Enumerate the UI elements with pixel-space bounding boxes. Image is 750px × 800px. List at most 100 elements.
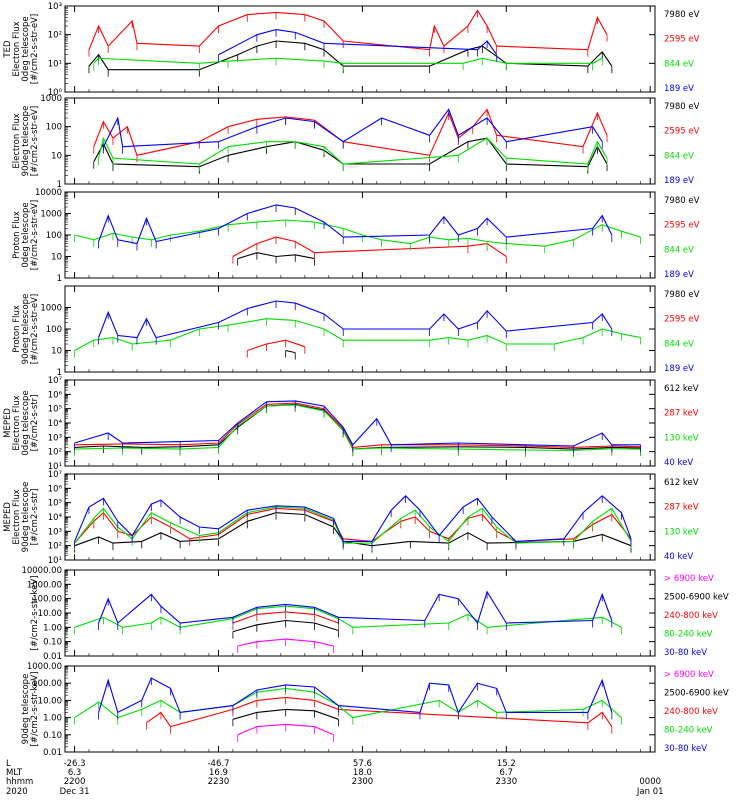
y-tick-label-meped-e-0: 10¹ xyxy=(48,462,62,472)
legend-entry-ted-p-0: 844 eV xyxy=(664,245,694,255)
y-axis-title-meped-e-0: [#/cm2-s-str] xyxy=(30,395,40,452)
y-tick-label-meped-e-0: 10² xyxy=(48,448,62,458)
series-line-mepp-90-4 xyxy=(98,677,613,714)
y-tick-label-ted-e-0: 10⁰ xyxy=(48,88,63,98)
y-tick-label-mepp-90: 0.01 xyxy=(43,748,62,758)
y-axis-title-ted-e-90: 90deg telescope xyxy=(21,106,31,177)
y-tick-label-ted-e-0: 10³ xyxy=(48,2,62,12)
y-axis-title-ted-e-0: [#/cm2-s-str-eV] xyxy=(30,14,40,84)
x-axis-row-value: 2230 xyxy=(208,777,230,787)
y-axis-title-meped-e-0: 0deg telescope xyxy=(21,390,31,455)
legend-entry-meped-e-90: 40 keV xyxy=(664,552,693,562)
x-axis-row-value: 2330 xyxy=(495,777,517,787)
legend-entry-ted-e-0: 7980 eV xyxy=(664,10,700,20)
x-axis-row-value: 6.7 xyxy=(500,768,514,778)
y-axis-title-ted-p-0: [#/cm2-s-str-eV] xyxy=(30,200,40,270)
series-line-meped-e-0-2 xyxy=(74,404,641,452)
x-axis-row-label: MLT xyxy=(6,768,23,778)
y-tick-label-meped-e-0: 10⁶ xyxy=(48,390,63,400)
y-tick-label-mepp-90: 0.10 xyxy=(43,731,62,741)
x-axis-row-value: 16.9 xyxy=(209,768,228,778)
series-line-ted-e-0-1 xyxy=(88,9,608,51)
legend-entry-ted-e-90: 7980 eV xyxy=(664,102,700,112)
legend-entry-ted-e-0: 2595 eV xyxy=(664,35,700,45)
x-axis-row-label: 2020 xyxy=(6,787,28,797)
series-line-ted-e-0-2 xyxy=(93,57,603,64)
legend-entry-meped-e-90: 287 keV xyxy=(664,503,699,513)
y-tick-label-meped-e-90: 10⁴ xyxy=(48,513,63,523)
legend-entry-meped-e-0: 612 keV xyxy=(664,384,699,394)
legend-entry-meped-e-90: 612 keV xyxy=(664,478,699,488)
legend-entry-mepp-0: 2500-6900 keV xyxy=(664,593,729,603)
y-axis-title-ted-e-0: 0deg telescope xyxy=(21,16,31,81)
y-tick-label-mepp-0: 10000.00 xyxy=(21,566,62,576)
panel-frame-ted-e-90 xyxy=(64,97,656,185)
legend-entry-meped-e-0: 130 keV xyxy=(664,433,699,443)
series-line-ted-e-90-0 xyxy=(93,137,608,168)
legend-entry-mepp-0: 240-800 keV xyxy=(664,611,718,621)
series-line-meped-e-90-1 xyxy=(74,507,632,544)
series-line-ted-p-0-3 xyxy=(98,204,613,245)
legend-entry-ted-p-90: 7980 eV xyxy=(664,290,700,300)
y-tick-label-mepp-0: 0.10 xyxy=(43,638,62,648)
panel-frame-mepp-90 xyxy=(64,665,656,753)
series-line-ted-p-90-0 xyxy=(285,349,296,354)
y-tick-label-meped-e-90: 10⁷ xyxy=(48,470,63,480)
x-axis-row-value: 57.6 xyxy=(353,759,372,769)
y-axis-title-ted-e-0: TED xyxy=(3,40,13,59)
legend-entry-meped-e-0: 40 keV xyxy=(664,458,693,468)
series-line-ted-e-0-0 xyxy=(88,40,613,71)
x-axis-row-value: 6.3 xyxy=(68,768,82,778)
x-axis-row-value: -46.7 xyxy=(207,759,229,769)
panel-frame-meped-e-0 xyxy=(64,379,656,467)
y-axis-title-meped-e-0: MEPED xyxy=(3,408,13,438)
y-tick-label-ted-p-90: 1000 xyxy=(40,304,62,314)
y-tick-label-mepp-90: 10.00 xyxy=(38,696,62,706)
y-tick-label-meped-e-0: 10⁵ xyxy=(48,405,62,415)
legend-entry-ted-e-90: 844 eV xyxy=(664,151,694,161)
y-axis-title-ted-p-90: [#/cm2-s-str-eV] xyxy=(30,294,40,364)
y-tick-label-mepp-0: 1000.00 xyxy=(27,580,62,590)
y-axis-title-mepp-0: [#/cm2-s-str-keV] xyxy=(30,576,40,651)
panel-frame-mepp-0 xyxy=(64,569,656,657)
y-axis-title-meped-e-90: MEPED xyxy=(3,502,13,532)
series-line-ted-p-0-2 xyxy=(74,219,641,247)
y-tick-label-mepp-90: 1000.00 xyxy=(27,662,62,672)
series-line-meped-e-0-1 xyxy=(74,402,641,448)
legend-entry-mepp-0: > 6900 keV xyxy=(664,574,714,584)
x-axis-row-value: 2300 xyxy=(352,777,374,787)
x-axis-row-value: 2200 xyxy=(64,777,86,787)
y-tick-label-ted-e-90: 1000 xyxy=(40,94,62,104)
legend-entry-ted-p-0: 189 eV xyxy=(664,270,694,280)
x-axis-row-value: 0000 xyxy=(639,777,661,787)
y-tick-label-ted-p-0: 10 xyxy=(51,253,62,263)
y-axis-title-ted-e-90: Electron Flux xyxy=(12,113,22,168)
y-axis-title-meped-e-90: Electron Flux xyxy=(12,489,22,544)
y-tick-label-mepp-0: 1.00 xyxy=(43,623,62,633)
y-tick-label-mepp-0: 100.00 xyxy=(32,595,62,605)
panel-frame-ted-e-0 xyxy=(64,5,656,93)
legend-entry-meped-e-90: 130 keV xyxy=(664,527,699,537)
y-axis-title-meped-e-90: [#/cm2-s-str] xyxy=(30,489,40,546)
legend-entry-ted-p-0: 7980 eV xyxy=(664,196,700,206)
y-tick-label-ted-p-0: 1000 xyxy=(40,210,62,220)
series-line-ted-p-90-1 xyxy=(247,339,305,352)
legend-entry-ted-p-0: 2595 eV xyxy=(664,221,700,231)
y-tick-label-meped-e-90: 10⁵ xyxy=(48,499,62,509)
legend-entry-meped-e-0: 287 keV xyxy=(664,409,699,419)
series-line-mepp-0-3 xyxy=(74,605,622,628)
y-tick-label-ted-e-90: 1 xyxy=(57,180,62,190)
series-line-meped-e-0-3 xyxy=(74,400,641,447)
y-axis-title-mepp-90: [#/cm2-s-str-keV] xyxy=(30,672,40,747)
series-line-ted-p-90-2 xyxy=(74,318,641,351)
y-tick-label-ted-p-90: 1 xyxy=(57,368,62,378)
series-line-ted-e-90-3 xyxy=(102,108,603,148)
series-line-ted-p-0-1 xyxy=(232,236,507,257)
legend-entry-ted-e-0: 844 eV xyxy=(664,59,694,69)
series-line-ted-e-0-3 xyxy=(218,29,498,56)
y-axis-title-ted-p-90: Proton Flux xyxy=(12,305,22,353)
x-axis-row-value: 18.0 xyxy=(353,768,372,778)
y-tick-label-meped-e-0: 10⁷ xyxy=(48,376,63,386)
x-axis-row-value: -26.3 xyxy=(64,759,86,769)
